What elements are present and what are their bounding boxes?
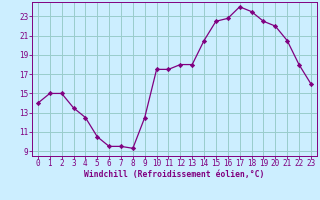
X-axis label: Windchill (Refroidissement éolien,°C): Windchill (Refroidissement éolien,°C)	[84, 170, 265, 179]
